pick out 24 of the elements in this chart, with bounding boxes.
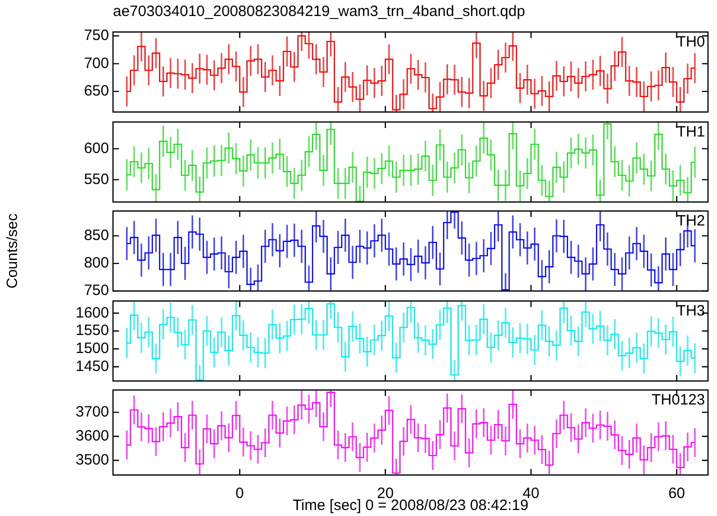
y-tick-label: 650 xyxy=(84,82,109,100)
y-tick-label: 3700 xyxy=(76,403,109,420)
y-tick-label: 1500 xyxy=(76,340,109,357)
y-tick-label: 850 xyxy=(84,226,109,244)
chart-title: ae703034010_20080823084219_wam3_trn_4band_short.qdp xyxy=(113,3,526,20)
y-tick-label: 700 xyxy=(84,54,109,72)
y-tick-label: 1450 xyxy=(76,358,109,375)
y-tick-label: 3600 xyxy=(76,427,109,444)
x-tick-label: 0 xyxy=(236,485,244,502)
y-tick-label: 3500 xyxy=(76,451,109,468)
y-axis-title: Counts/sec xyxy=(4,212,22,289)
y-tick-label: 750 xyxy=(84,27,109,44)
series-label: TH3 xyxy=(676,302,705,320)
series-label: TH0 xyxy=(676,34,705,51)
y-tick-label: 1550 xyxy=(76,322,109,340)
y-tick-label: 800 xyxy=(84,254,109,272)
series-label: TH0123 xyxy=(652,392,705,409)
x-tick-label: 60 xyxy=(668,485,686,502)
y-tick-label: 1600 xyxy=(76,304,109,322)
y-tick-label: 600 xyxy=(84,140,109,157)
x-axis-title: Time [sec] 0 = 2008/08/23 08:42:19 xyxy=(292,497,528,514)
y-tick-label: 750 xyxy=(84,282,109,300)
y-tick-label: 550 xyxy=(84,170,109,188)
series-label: TH1 xyxy=(676,124,705,141)
